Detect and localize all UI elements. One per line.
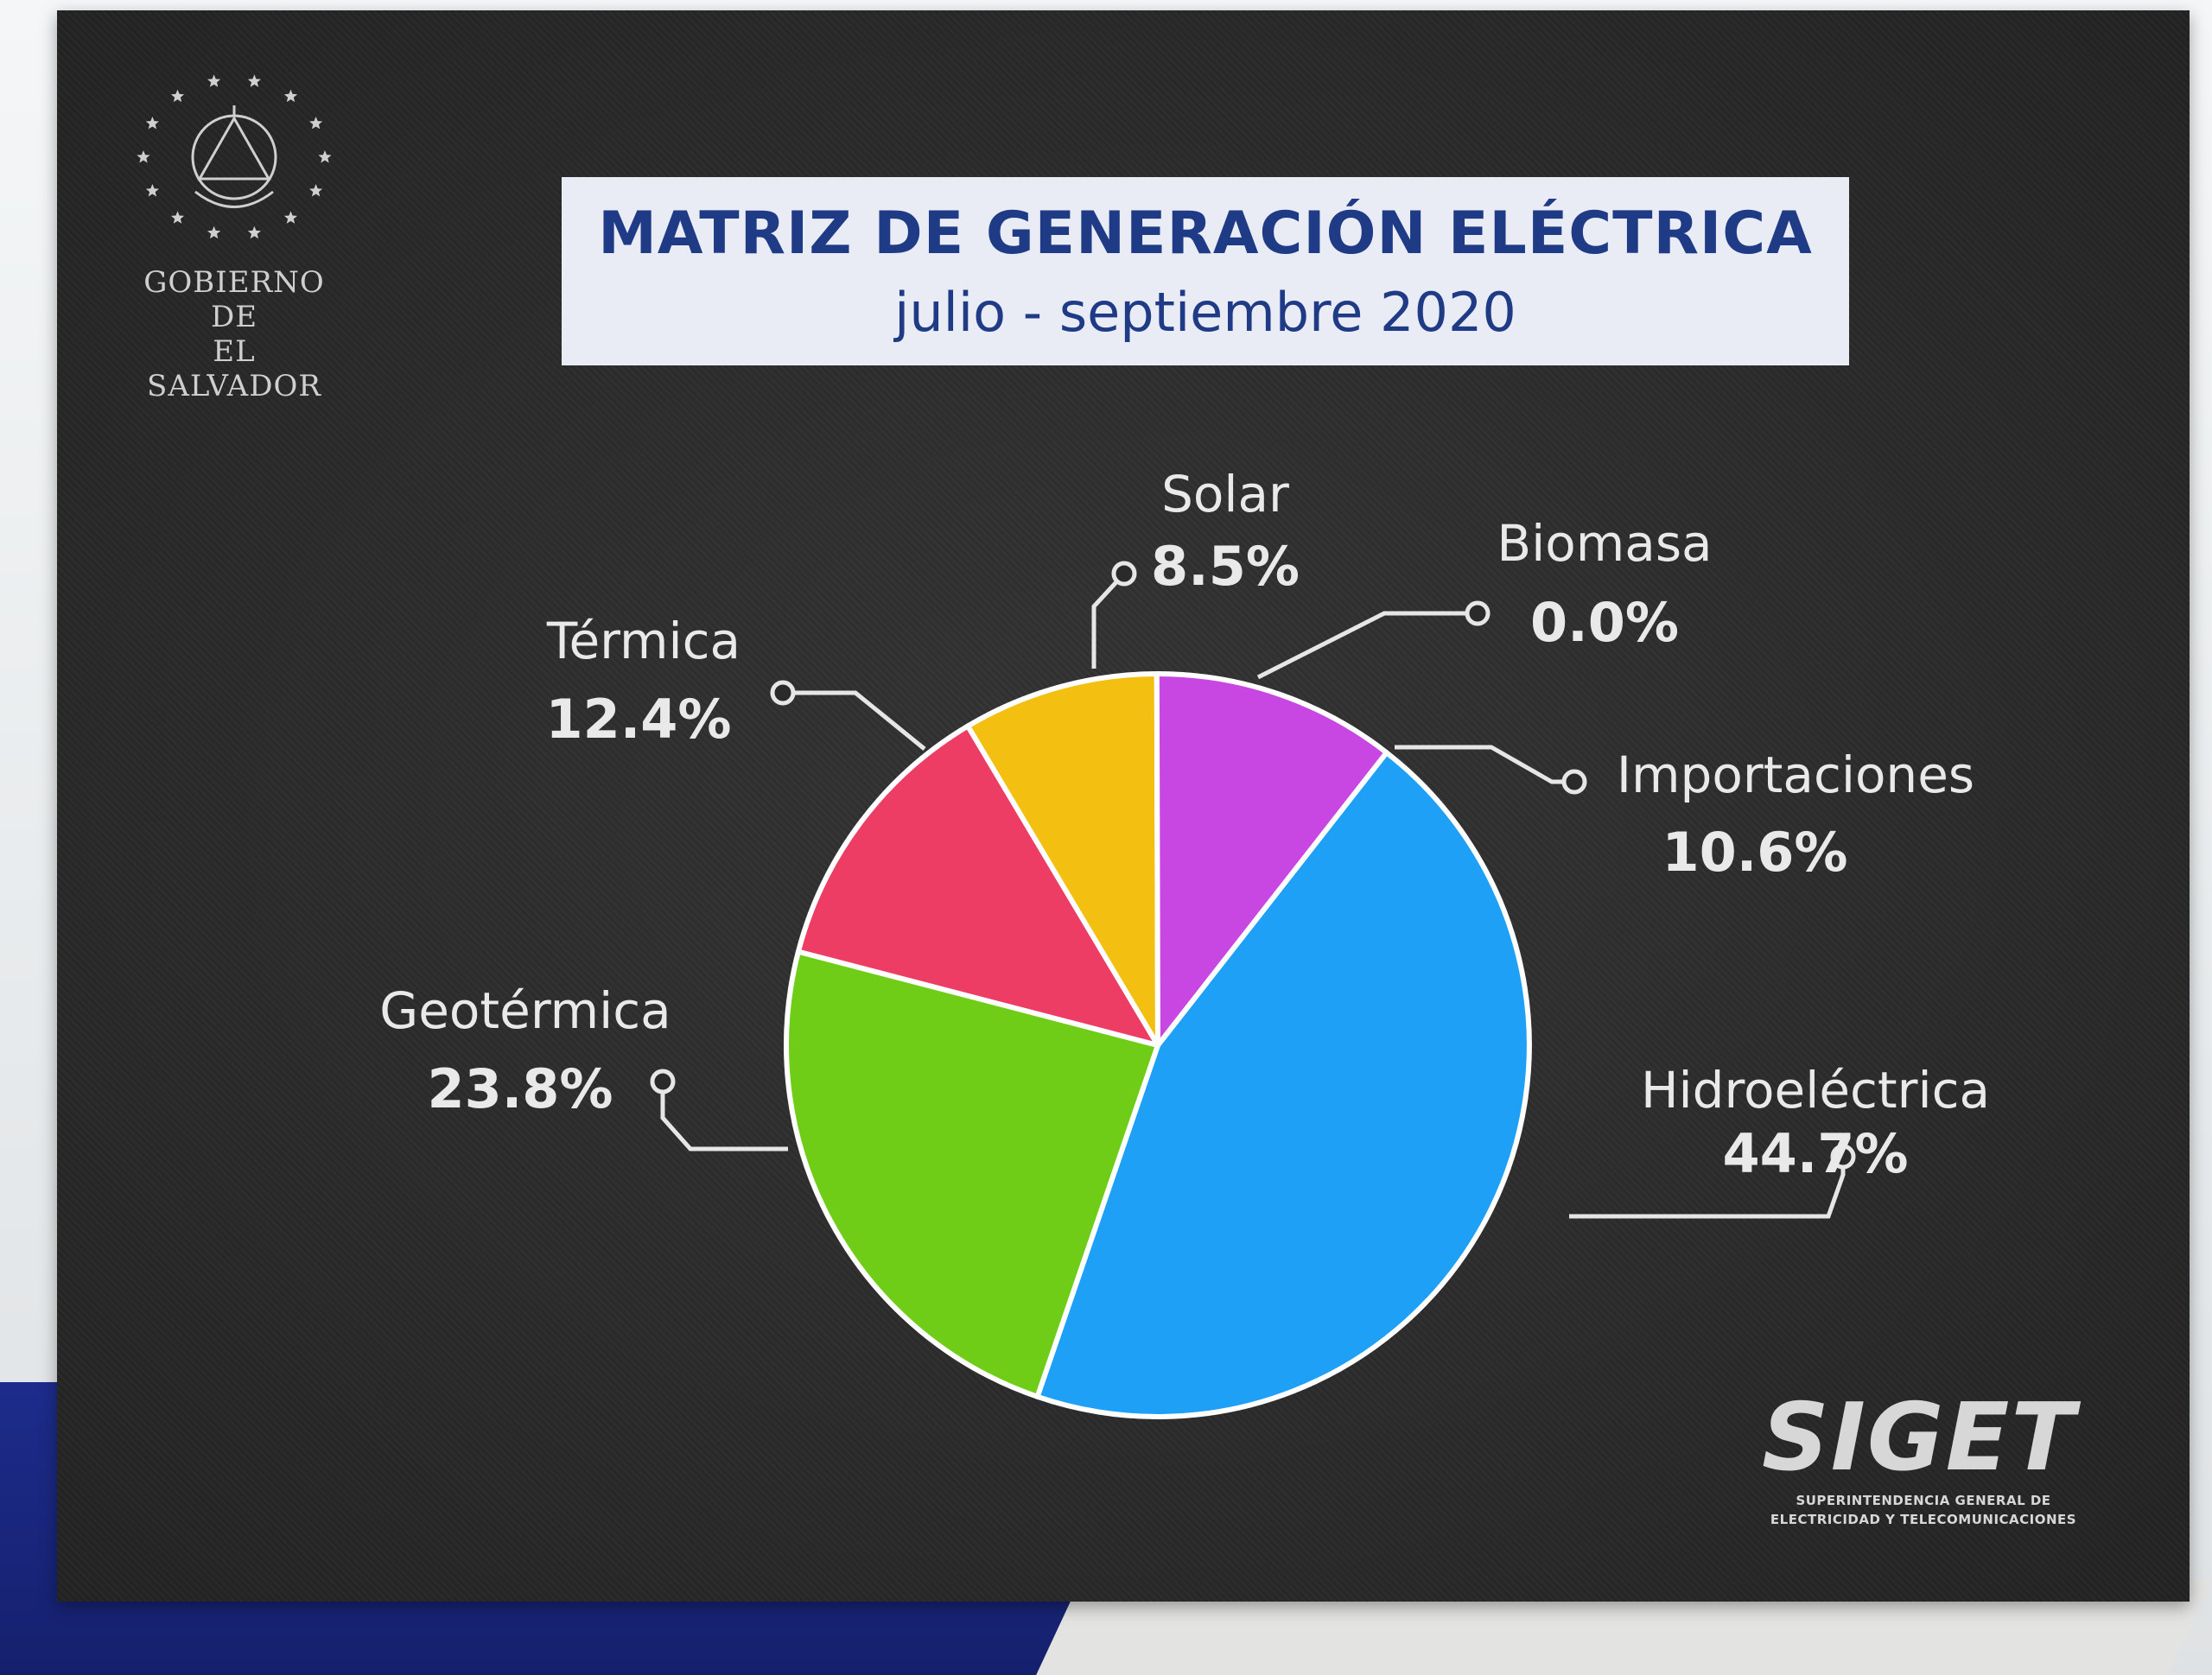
siget-logo-line2: ELECTRICIDAD Y TELECOMUNICACIONES <box>1770 1512 2077 1527</box>
slice-value-importaciones: 10.6% <box>1662 821 1847 884</box>
leader-line-solar <box>1091 572 1126 669</box>
slice-value-hidroelectrica: 44.7% <box>1722 1122 1908 1185</box>
pie-slice-geotermica <box>784 949 1160 1399</box>
star-icon <box>283 89 298 103</box>
leader-line-biomasa <box>1256 611 1478 680</box>
star-icon <box>145 117 159 130</box>
star-icon <box>247 74 261 87</box>
leader-dot-geotermica <box>650 1069 676 1094</box>
leader-line-geotermica <box>660 1082 788 1152</box>
star-icon <box>170 89 185 103</box>
siget-logo-text: SIGET <box>1761 1384 2077 1492</box>
star-icon <box>318 150 332 163</box>
pie-slice-importaciones <box>1154 670 1389 1048</box>
pie-slice-hidroelectrica <box>1034 750 1532 1419</box>
leader-dot-hidroelectrica <box>1830 1144 1856 1170</box>
siget-logo-line1: SUPERINTENDENCIA GENERAL DE <box>1796 1493 2051 1508</box>
slice-name-importaciones: Importaciones <box>1617 746 1974 804</box>
pie-slice-termica <box>795 723 1160 1048</box>
chart-subtitle: julio - septiembre 2020 <box>894 281 1516 344</box>
slice-value-geotermica: 23.8% <box>427 1057 613 1120</box>
slice-name-solar: Solar <box>1161 465 1289 523</box>
slice-name-hidroelectrica: Hidroeléctrica <box>1641 1061 1990 1120</box>
slice-name-geotermica: Geotérmica <box>379 981 671 1040</box>
star-icon <box>137 150 150 163</box>
government-logo: GOBIERNO DE EL SALVADOR <box>126 71 351 403</box>
chart-title: MATRIZ DE GENERACIÓN ELÉCTRICA <box>598 200 1813 268</box>
leader-line-termica <box>783 690 926 751</box>
pie-slice-solar <box>965 671 1160 1048</box>
slice-value-biomasa: 0.0% <box>1530 591 1679 654</box>
star-icon <box>170 211 185 224</box>
leader-line-importaciones <box>1395 745 1574 784</box>
slice-name-biomasa: Biomasa <box>1497 514 1712 573</box>
poster-board: GOBIERNO DE EL SALVADOR MATRIZ DE GENERA… <box>57 10 2190 1602</box>
star-icon <box>309 184 323 197</box>
star-icon <box>309 117 323 130</box>
star-icon <box>283 211 298 224</box>
leader-dot-solar <box>1111 561 1137 587</box>
slice-value-solar: 8.5% <box>1151 535 1300 598</box>
star-icon <box>145 184 159 197</box>
leader-dot-importaciones <box>1561 769 1587 795</box>
leader-dot-termica <box>770 680 796 706</box>
government-name: GOBIERNO DE EL SALVADOR <box>143 265 325 403</box>
leader-dot-biomasa <box>1465 600 1491 626</box>
siget-logo: SIGET SUPERINTENDENCIA GENERAL DE ELECTR… <box>1733 1384 2131 1539</box>
star-icon <box>207 74 221 87</box>
star-icon <box>207 225 221 239</box>
star-icon <box>247 225 261 239</box>
slice-value-termica: 12.4% <box>545 688 731 751</box>
title-banner: MATRIZ DE GENERACIÓN ELÉCTRICA julio - s… <box>562 177 1849 365</box>
emblem-icon <box>137 74 332 239</box>
slice-name-termica: Térmica <box>546 612 741 670</box>
